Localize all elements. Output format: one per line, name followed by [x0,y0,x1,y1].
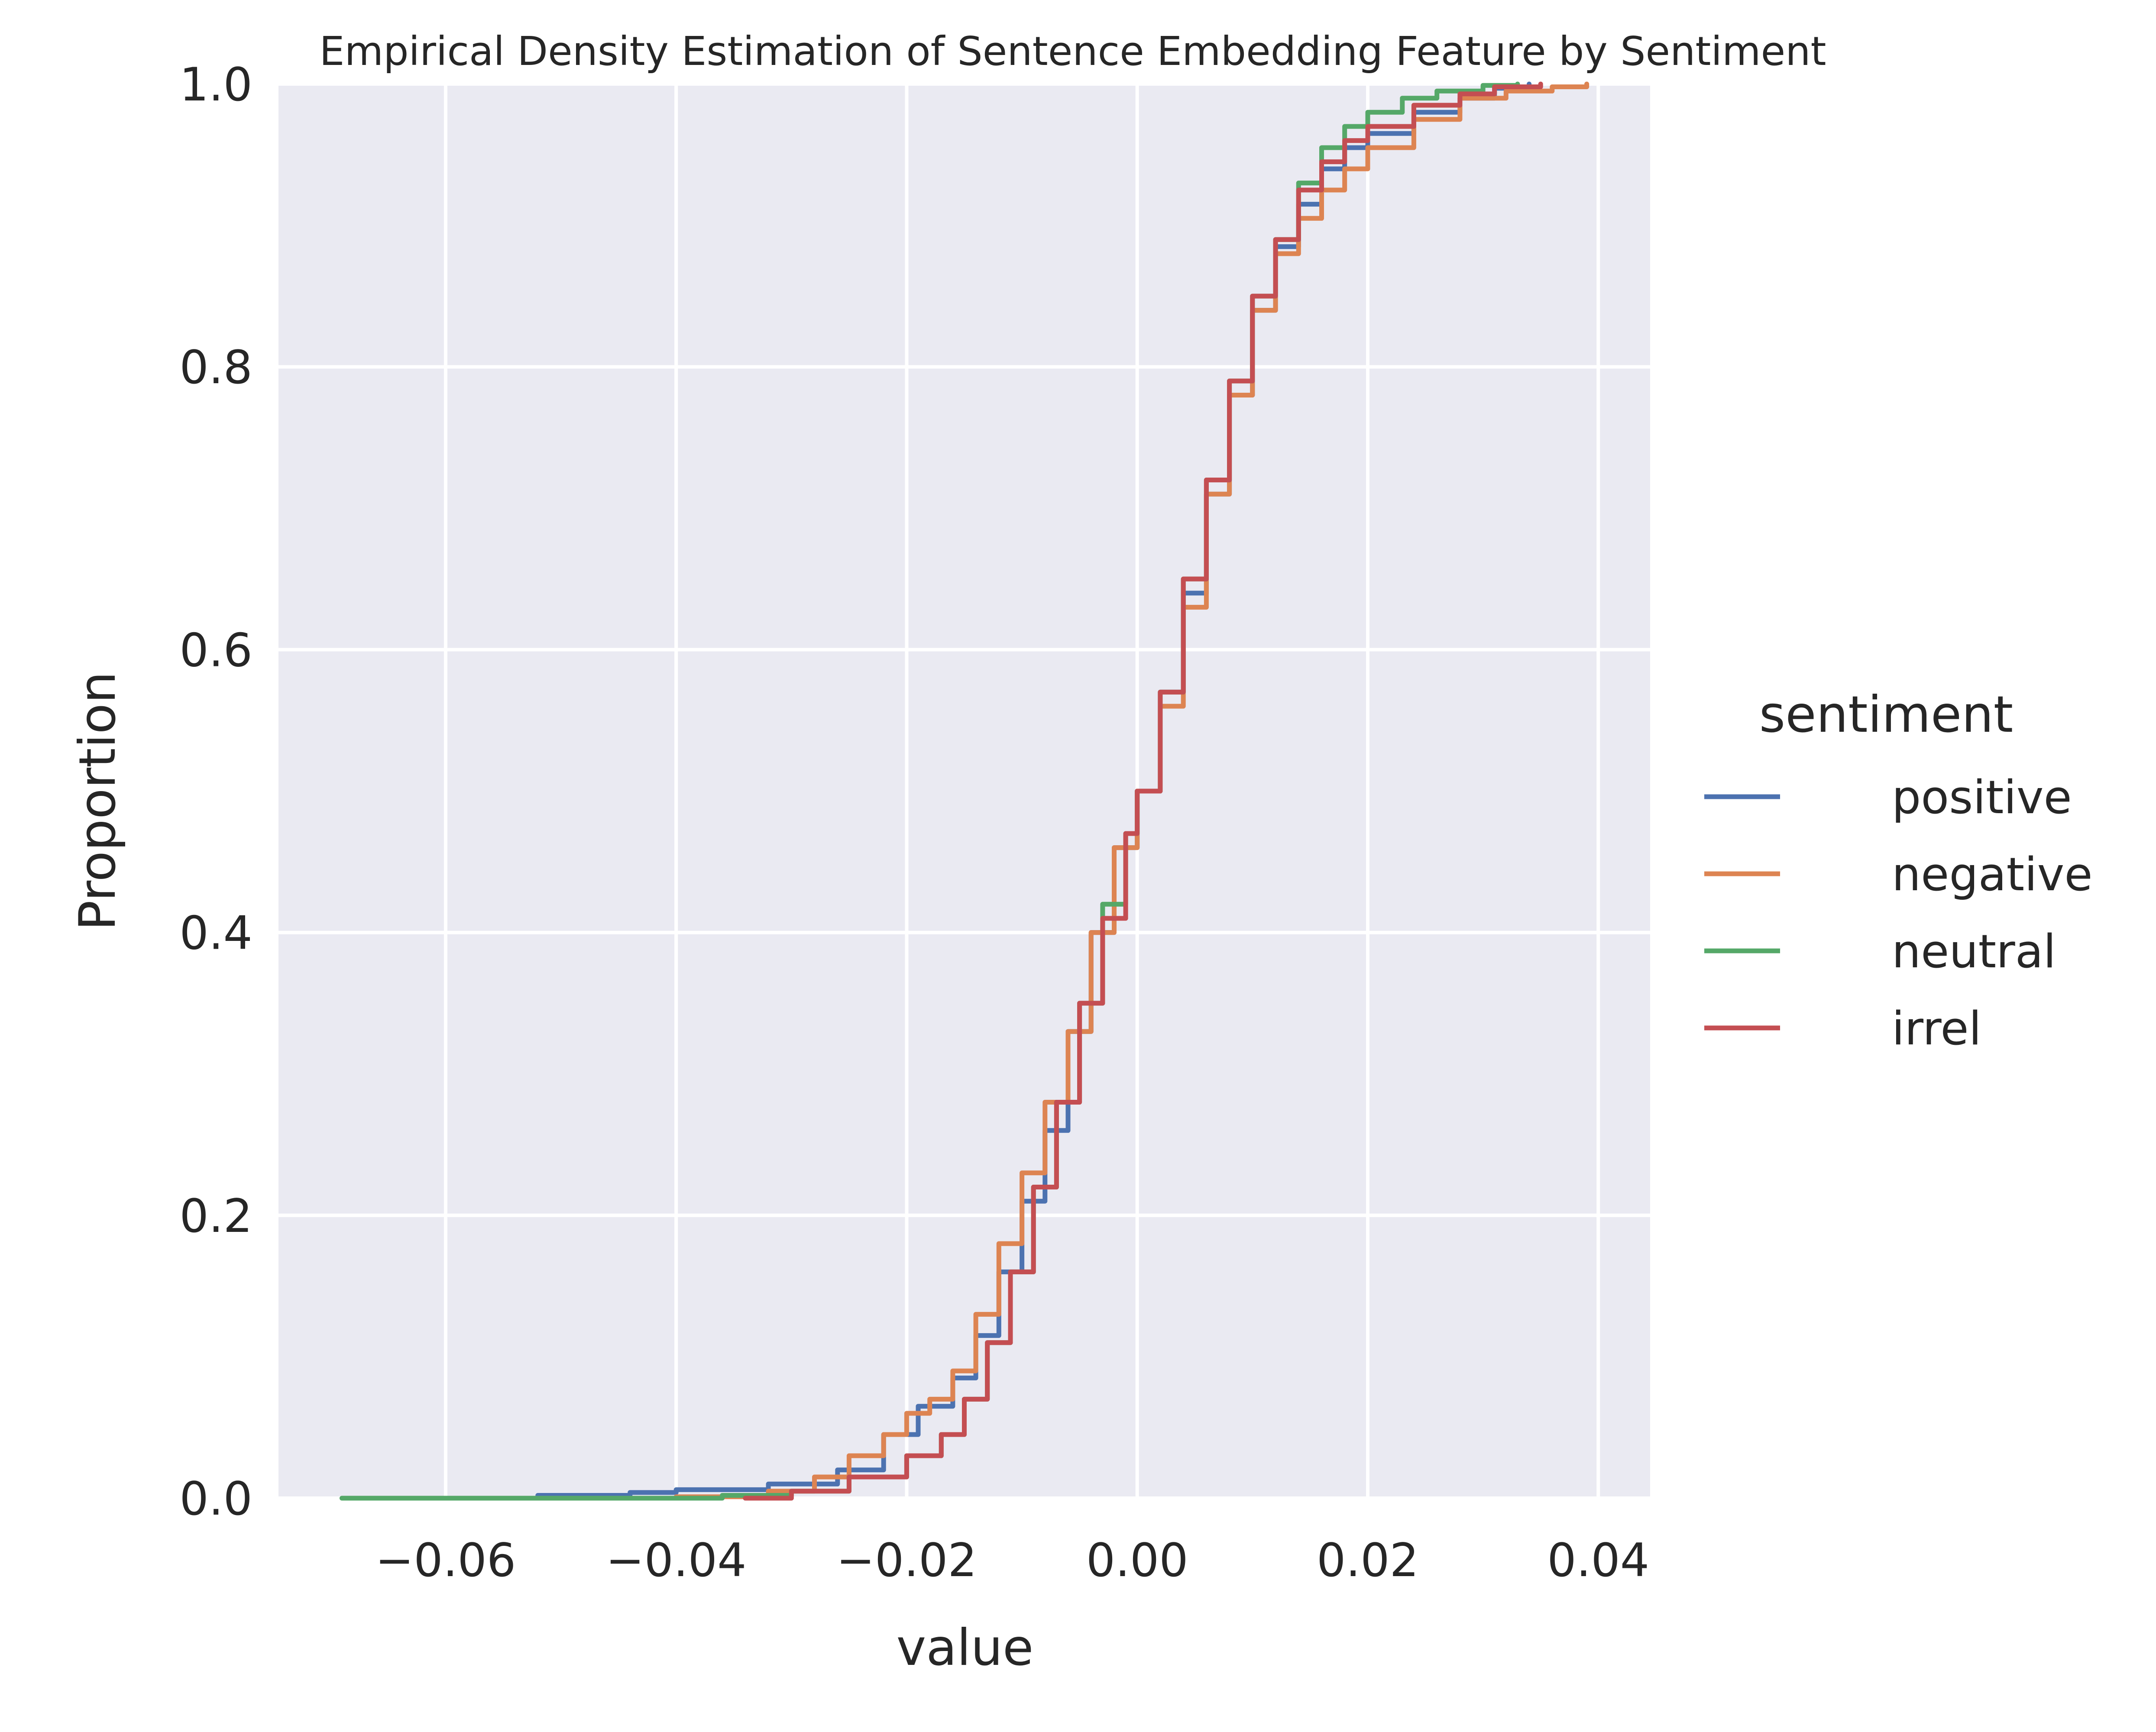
y-tick-label: 0.2 [179,1189,253,1243]
grid-lines [278,82,1650,1500]
x-tick-label: 0.02 [1317,1534,1419,1587]
legend-label-negative: negative [1892,848,2093,901]
chart-title: Empirical Density Estimation of Sentence… [319,28,1826,74]
x-tick-label: −0.04 [606,1534,747,1587]
x-tick-label: −0.06 [375,1534,516,1587]
legend-items: positive negative neutral irrel [1704,771,2093,1055]
x-tick-label: −0.02 [836,1534,977,1587]
legend-label-neutral: neutral [1892,925,2056,978]
legend: sentiment positive negative neutral irrel [1704,685,2093,1055]
x-axis-label: value [897,1619,1034,1677]
series-line-irrel [743,81,1543,1501]
x-tick-label: 0.00 [1086,1534,1188,1587]
y-tick-label: 0.8 [179,341,253,394]
legend-label-irrel: irrel [1892,1002,1981,1055]
series-line-negative [616,81,1589,1501]
y-tick-labels: 0.0 0.2 0.4 0.6 0.8 1.0 [179,58,253,1525]
y-tick-label: 1.0 [179,58,253,111]
plot-area [278,84,1650,1498]
legend-title: sentiment [1759,685,2013,744]
y-tick-label: 0.4 [179,907,253,960]
x-tick-labels: −0.06 −0.04 −0.02 0.00 0.02 0.04 [375,1534,1649,1587]
y-axis-label: Proportion [68,672,127,931]
y-tick-label: 0.0 [179,1472,253,1525]
y-tick-label: 0.6 [179,624,253,677]
x-tick-label: 0.04 [1547,1534,1649,1587]
series-lines [339,81,1589,1501]
legend-label-positive: positive [1892,771,2072,824]
